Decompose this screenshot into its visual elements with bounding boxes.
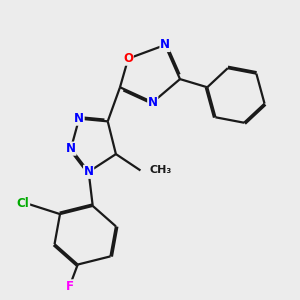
Text: N: N (148, 96, 158, 109)
Text: CH₃: CH₃ (150, 166, 172, 176)
Text: N: N (74, 112, 84, 125)
Text: O: O (123, 52, 133, 65)
Text: N: N (66, 142, 76, 155)
Text: Cl: Cl (17, 197, 30, 210)
Text: F: F (65, 280, 74, 293)
Text: N: N (84, 165, 94, 178)
Text: N: N (160, 38, 170, 52)
